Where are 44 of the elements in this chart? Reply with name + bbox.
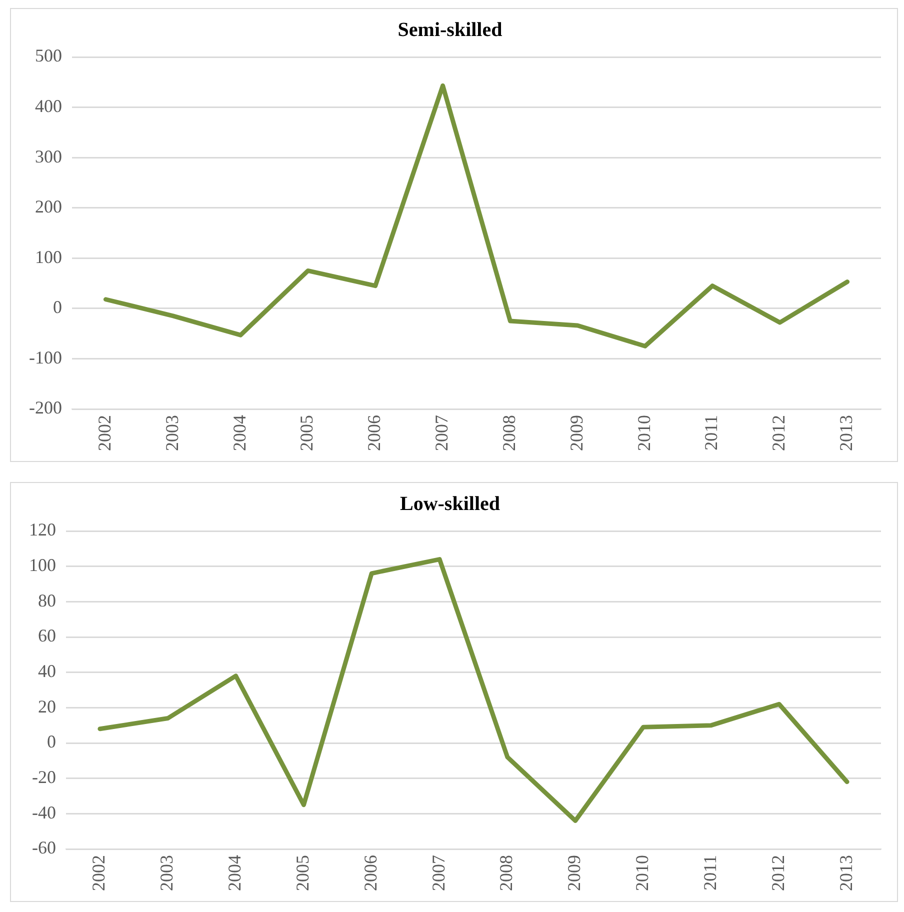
- y-tick-label: 80: [38, 590, 56, 610]
- y-tick-label: 100: [29, 555, 56, 576]
- x-tick-label: 2003: [156, 855, 177, 891]
- y-tick-label: -200: [28, 398, 62, 418]
- y-tick-label: 500: [34, 46, 62, 66]
- y-tick-label: 400: [34, 96, 62, 116]
- chart-title: Semi-skilled: [398, 19, 502, 42]
- x-tick-label: 2006: [360, 855, 380, 891]
- x-tick-label: 2009: [566, 415, 586, 451]
- y-tick-label: -100: [28, 347, 62, 368]
- y-tick-label: 0: [52, 297, 62, 318]
- x-tick-label: 2012: [768, 415, 789, 451]
- x-tick-label: 2011: [701, 415, 722, 450]
- x-tick-label: 2008: [498, 415, 519, 451]
- y-tick-label: 40: [38, 661, 56, 682]
- y-tick-label: 20: [38, 696, 56, 716]
- x-tick-label: 2002: [94, 415, 114, 451]
- x-tick-label: 2010: [632, 855, 652, 891]
- y-tick-label: -60: [32, 838, 56, 858]
- y-tick-label: 300: [34, 146, 62, 166]
- chart-title: Low-skilled: [400, 493, 500, 516]
- x-tick-label: 2009: [564, 855, 584, 891]
- x-tick-label: 2012: [768, 855, 788, 891]
- x-tick-label: 2004: [224, 855, 245, 891]
- y-tick-label: -20: [32, 767, 56, 788]
- x-tick-label: 2013: [836, 855, 856, 891]
- y-tick-label: 200: [34, 196, 62, 217]
- x-tick-label: 2013: [836, 415, 856, 451]
- x-tick-label: 2007: [428, 855, 448, 891]
- y-tick-label: 60: [38, 626, 56, 646]
- x-tick-label: 2003: [162, 415, 182, 451]
- y-tick-label: 0: [47, 732, 56, 752]
- x-tick-label: 2004: [229, 415, 250, 451]
- y-tick-label: 120: [29, 520, 56, 540]
- y-tick-label: -40: [32, 802, 56, 822]
- x-tick-label: 2005: [292, 855, 312, 891]
- x-tick-label: 2010: [634, 415, 654, 451]
- x-tick-label: 2002: [88, 855, 109, 891]
- x-tick-label: 2007: [432, 415, 452, 451]
- y-tick-label: 100: [34, 246, 62, 267]
- x-tick-label: 2006: [364, 415, 384, 451]
- x-tick-label: 2011: [700, 855, 720, 890]
- x-tick-label: 2005: [296, 415, 317, 451]
- x-tick-label: 2008: [496, 855, 516, 891]
